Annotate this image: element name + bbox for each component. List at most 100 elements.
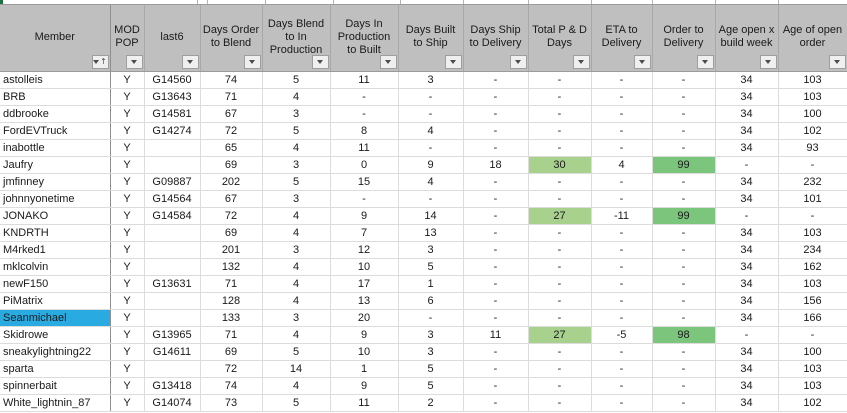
cell-days-blend-to-in-production[interactable]: 4 — [262, 275, 331, 293]
cell-days-built-to-ship[interactable]: 13 — [398, 224, 464, 242]
cell-days-order-to-blend[interactable]: 201 — [200, 241, 263, 259]
cell-days-ship-to-delivery[interactable]: - — [463, 71, 529, 89]
cell-total-pd-days[interactable]: - — [528, 105, 592, 123]
cell-eta-to-delivery[interactable]: - — [591, 275, 653, 293]
cell-days-in-production-to-built[interactable]: 8 — [330, 122, 399, 140]
cell-last6[interactable]: G09887 — [144, 173, 201, 191]
cell-mod-pop[interactable]: Y — [110, 377, 145, 395]
cell-age-of-open-order[interactable]: 100 — [778, 105, 847, 123]
cell-days-built-to-ship[interactable]: 4 — [398, 173, 464, 191]
cell-days-order-to-blend[interactable]: 71 — [200, 88, 263, 106]
filter-dropdown-button[interactable] — [311, 55, 329, 69]
cell-days-blend-to-in-production[interactable]: 5 — [262, 394, 331, 412]
cell-last6[interactable]: G14611 — [144, 343, 201, 361]
cell-days-in-production-to-built[interactable]: - — [330, 88, 399, 106]
filter-dropdown-button[interactable] — [509, 55, 527, 69]
cell-member[interactable]: spinnerbait — [0, 377, 111, 395]
cell-days-order-to-blend[interactable]: 72 — [200, 122, 263, 140]
cell-days-order-to-blend[interactable]: 69 — [200, 224, 263, 242]
cell-days-built-to-ship[interactable]: 4 — [398, 122, 464, 140]
cell-order-to-delivery[interactable]: - — [652, 309, 716, 327]
cell-order-to-delivery[interactable]: - — [652, 343, 716, 361]
cell-days-blend-to-in-production[interactable]: 5 — [262, 122, 331, 140]
cell-total-pd-days[interactable]: - — [528, 71, 592, 89]
cell-mod-pop[interactable]: Y — [110, 207, 145, 225]
cell-days-ship-to-delivery[interactable]: - — [463, 377, 529, 395]
cell-age-open-x-build-week[interactable]: 34 — [715, 258, 779, 276]
cell-days-in-production-to-built[interactable]: 12 — [330, 241, 399, 259]
cell-age-of-open-order[interactable]: 103 — [778, 88, 847, 106]
cell-days-blend-to-in-production[interactable]: 4 — [262, 377, 331, 395]
cell-age-of-open-order[interactable]: 100 — [778, 343, 847, 361]
cell-age-of-open-order[interactable]: 102 — [778, 394, 847, 412]
cell-days-blend-to-in-production[interactable]: 3 — [262, 190, 331, 208]
cell-days-in-production-to-built[interactable]: - — [330, 105, 399, 123]
cell-days-ship-to-delivery[interactable]: - — [463, 275, 529, 293]
cell-eta-to-delivery[interactable]: - — [591, 139, 653, 157]
cell-days-in-production-to-built[interactable]: - — [330, 190, 399, 208]
cell-days-ship-to-delivery[interactable]: - — [463, 105, 529, 123]
cell-member[interactable]: Seanmichael — [0, 309, 111, 327]
cell-mod-pop[interactable]: Y — [110, 343, 145, 361]
cell-mod-pop[interactable]: Y — [110, 224, 145, 242]
cell-days-built-to-ship[interactable]: 14 — [398, 207, 464, 225]
cell-last6[interactable] — [144, 241, 201, 259]
cell-last6[interactable]: G14581 — [144, 105, 201, 123]
cell-days-in-production-to-built[interactable]: 7 — [330, 224, 399, 242]
cell-days-built-to-ship[interactable]: - — [398, 190, 464, 208]
cell-eta-to-delivery[interactable]: -11 — [591, 207, 653, 225]
cell-total-pd-days[interactable]: - — [528, 258, 592, 276]
cell-days-in-production-to-built[interactable]: 10 — [330, 258, 399, 276]
cell-member[interactable]: inabottle — [0, 139, 111, 157]
cell-days-ship-to-delivery[interactable]: - — [463, 360, 529, 378]
cell-member[interactable]: ddbrooke — [0, 105, 111, 123]
cell-days-built-to-ship[interactable]: 5 — [398, 360, 464, 378]
cell-days-ship-to-delivery[interactable]: - — [463, 139, 529, 157]
cell-eta-to-delivery[interactable]: - — [591, 241, 653, 259]
cell-order-to-delivery[interactable]: - — [652, 394, 716, 412]
cell-order-to-delivery[interactable]: - — [652, 360, 716, 378]
cell-days-built-to-ship[interactable]: - — [398, 88, 464, 106]
cell-days-ship-to-delivery[interactable]: - — [463, 190, 529, 208]
cell-total-pd-days[interactable]: - — [528, 394, 592, 412]
cell-days-blend-to-in-production[interactable]: 3 — [262, 156, 331, 174]
cell-age-of-open-order[interactable]: 103 — [778, 377, 847, 395]
cell-member[interactable]: BRB — [0, 88, 111, 106]
cell-total-pd-days[interactable]: - — [528, 360, 592, 378]
cell-days-built-to-ship[interactable]: 1 — [398, 275, 464, 293]
cell-mod-pop[interactable]: Y — [110, 173, 145, 191]
cell-days-ship-to-delivery[interactable]: - — [463, 241, 529, 259]
filter-dropdown-button[interactable] — [243, 55, 261, 69]
cell-last6[interactable]: G13965 — [144, 326, 201, 344]
cell-days-blend-to-in-production[interactable]: 3 — [262, 309, 331, 327]
cell-mod-pop[interactable]: Y — [110, 309, 145, 327]
cell-mod-pop[interactable]: Y — [110, 122, 145, 140]
cell-age-open-x-build-week[interactable]: - — [715, 156, 779, 174]
cell-eta-to-delivery[interactable]: - — [591, 122, 653, 140]
cell-total-pd-days[interactable]: - — [528, 377, 592, 395]
cell-order-to-delivery[interactable]: - — [652, 105, 716, 123]
cell-age-of-open-order[interactable]: 102 — [778, 122, 847, 140]
cell-days-built-to-ship[interactable]: 5 — [398, 258, 464, 276]
cell-age-open-x-build-week[interactable]: 34 — [715, 241, 779, 259]
cell-order-to-delivery[interactable]: - — [652, 275, 716, 293]
cell-age-of-open-order[interactable]: 103 — [778, 275, 847, 293]
cell-age-open-x-build-week[interactable]: - — [715, 207, 779, 225]
cell-order-to-delivery[interactable]: - — [652, 139, 716, 157]
cell-order-to-delivery[interactable]: 99 — [652, 156, 716, 174]
cell-age-of-open-order[interactable]: - — [778, 207, 847, 225]
cell-days-built-to-ship[interactable]: 3 — [398, 326, 464, 344]
cell-days-ship-to-delivery[interactable]: - — [463, 173, 529, 191]
cell-total-pd-days[interactable]: - — [528, 224, 592, 242]
filter-dropdown-button[interactable] — [125, 55, 143, 69]
cell-member[interactable]: Jaufry — [0, 156, 111, 174]
cell-member[interactable]: M4rked1 — [0, 241, 111, 259]
cell-last6[interactable]: G14274 — [144, 122, 201, 140]
filter-dropdown-button[interactable] — [379, 55, 397, 69]
cell-total-pd-days[interactable]: - — [528, 309, 592, 327]
cell-eta-to-delivery[interactable]: - — [591, 394, 653, 412]
cell-eta-to-delivery[interactable]: - — [591, 343, 653, 361]
cell-age-open-x-build-week[interactable]: 34 — [715, 88, 779, 106]
cell-days-ship-to-delivery[interactable]: - — [463, 394, 529, 412]
cell-eta-to-delivery[interactable]: - — [591, 309, 653, 327]
